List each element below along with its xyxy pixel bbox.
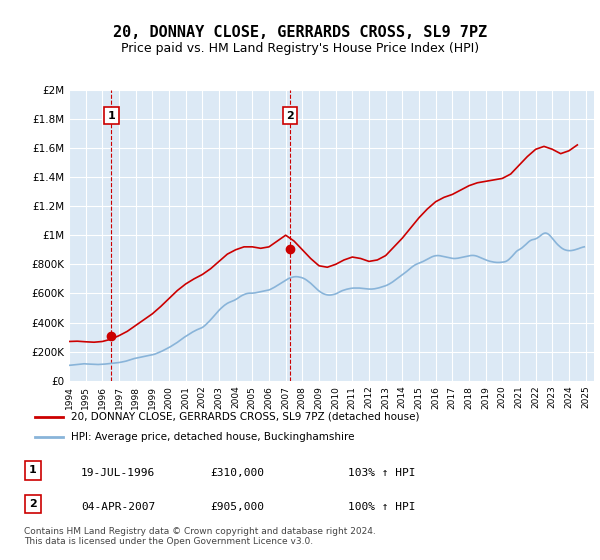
Text: 04-APR-2007: 04-APR-2007 <box>81 502 155 512</box>
Text: 20, DONNAY CLOSE, GERRARDS CROSS, SL9 7PZ (detached house): 20, DONNAY CLOSE, GERRARDS CROSS, SL9 7P… <box>71 412 419 422</box>
Text: HPI: Average price, detached house, Buckinghamshire: HPI: Average price, detached house, Buck… <box>71 432 355 442</box>
Text: 100% ↑ HPI: 100% ↑ HPI <box>348 502 415 512</box>
Text: 2: 2 <box>29 499 37 509</box>
Text: 2: 2 <box>286 111 294 121</box>
Text: Contains HM Land Registry data © Crown copyright and database right 2024.
This d: Contains HM Land Registry data © Crown c… <box>24 526 376 546</box>
Text: 1: 1 <box>107 111 115 121</box>
Text: £905,000: £905,000 <box>210 502 264 512</box>
Text: 1: 1 <box>29 465 37 475</box>
Text: £310,000: £310,000 <box>210 468 264 478</box>
Text: 19-JUL-1996: 19-JUL-1996 <box>81 468 155 478</box>
Text: 20, DONNAY CLOSE, GERRARDS CROSS, SL9 7PZ: 20, DONNAY CLOSE, GERRARDS CROSS, SL9 7P… <box>113 25 487 40</box>
Text: Price paid vs. HM Land Registry's House Price Index (HPI): Price paid vs. HM Land Registry's House … <box>121 42 479 55</box>
Text: 103% ↑ HPI: 103% ↑ HPI <box>348 468 415 478</box>
